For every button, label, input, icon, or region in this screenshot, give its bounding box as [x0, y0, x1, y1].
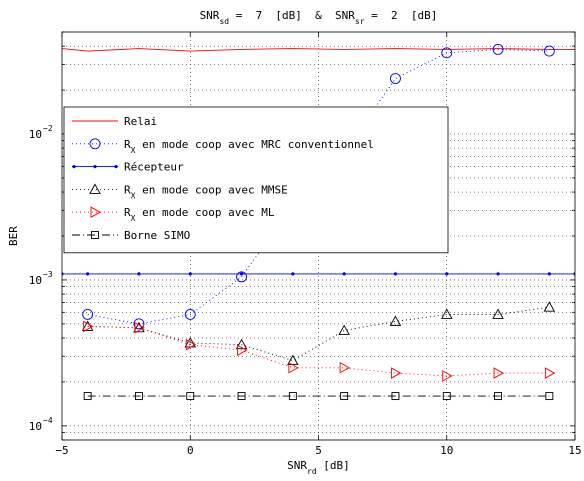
series-recepteur-point	[547, 272, 551, 276]
legend-label: Borne SIMO	[124, 229, 190, 242]
series-relai-line	[62, 48, 575, 52]
series-recepteur-point	[496, 272, 500, 276]
series-ml-point	[83, 320, 94, 333]
legend-item-recepteur: Récepteur	[72, 161, 184, 174]
y-tick-labels: 10−410−310−2	[29, 124, 53, 433]
series-simo-point	[134, 392, 143, 401]
legend-marker	[91, 231, 99, 239]
series-simo-point	[288, 392, 297, 401]
legend-marker	[72, 165, 76, 169]
series-mmse-point	[492, 308, 504, 319]
series-mrc-point	[133, 318, 145, 330]
legend-label: RX en mode coop avec MRC conventionnel	[124, 138, 374, 155]
x-tick-labels: −5 0 5 10 15	[55, 444, 581, 457]
y-tick-label-exponent: −3	[43, 270, 53, 279]
x-tick-label: −5	[55, 444, 68, 457]
y-tick-label-exponent: −4	[43, 416, 53, 425]
series-ml-point	[134, 322, 145, 334]
series-recepteur-point	[239, 272, 244, 276]
series-ml-point	[288, 362, 299, 374]
series-recepteur-point	[445, 272, 449, 276]
series-ml-point	[544, 367, 556, 379]
x-tick-label: 10	[440, 444, 453, 457]
legend: Relai RX en mode coop avec MRC convention…	[63, 106, 449, 254]
series-mmse-point	[389, 315, 402, 326]
series-mrc-point	[236, 271, 248, 283]
series-ml	[83, 320, 556, 382]
series-simo-point	[391, 392, 400, 401]
legend-item-relai: Relai	[72, 115, 157, 128]
series-recepteur-point	[342, 272, 346, 276]
series-simo-point	[340, 392, 349, 401]
series-relai	[62, 48, 575, 52]
series-ml-point	[493, 367, 504, 379]
series-recepteur-point	[291, 272, 295, 276]
series-simo-point	[237, 392, 246, 401]
series-mmse-point	[133, 321, 145, 333]
legend-label: Relai	[124, 115, 157, 128]
series-recepteur-point	[137, 272, 141, 276]
legend-label: Récepteur	[124, 161, 184, 174]
series-mrc-point	[441, 47, 453, 59]
x-tick-label: 5	[315, 444, 322, 457]
series-ml-point	[185, 338, 197, 351]
series-recepteur	[62, 272, 575, 276]
legend-item-mmse: RX en mode coop avec MMSE	[72, 183, 288, 200]
series-mrc-point	[390, 73, 401, 84]
series-simo-point	[545, 392, 554, 401]
series-mmse-point	[543, 301, 556, 312]
legend-box	[63, 106, 449, 254]
series-recepteur-point	[86, 272, 90, 276]
series-mmse-point	[235, 338, 248, 350]
series-simo-point	[186, 392, 195, 401]
y-tick-label: 10	[29, 274, 42, 287]
series-simo	[83, 392, 554, 401]
series-mmse-point	[338, 324, 350, 335]
legend-marker	[114, 165, 118, 169]
y-tick-label: 10	[29, 128, 42, 141]
legend-label: RX en mode coop avec MMSE	[124, 183, 288, 200]
series-mrc-point	[492, 43, 504, 55]
series-ml-point	[339, 362, 351, 374]
series-ml-line	[87, 325, 550, 377]
y-tick-label-exponent: −2	[43, 124, 53, 133]
series-recepteur-point	[188, 272, 192, 276]
x-tick-label: 15	[568, 444, 581, 457]
legend-marker	[89, 138, 101, 150]
series-mmse-point	[440, 308, 453, 319]
series-simo-point	[83, 392, 92, 401]
series-simo-point	[442, 392, 451, 401]
x-tick-label: 0	[187, 444, 194, 457]
y-tick-label: 10	[29, 420, 42, 433]
series-simo-point	[494, 392, 502, 401]
legend-marker	[89, 183, 101, 194]
x-axis-label: SNRrd [dB]	[287, 459, 350, 476]
series-ml-point	[237, 344, 248, 356]
chart-title: SNRsd = 7 [dB] & SNRsr = 2 [dB]	[200, 9, 438, 26]
legend-label: RX en mode coop avec ML	[124, 206, 275, 223]
series-mrc-point	[82, 309, 94, 320]
series-mrc-point	[543, 45, 555, 57]
legend-marker	[90, 206, 101, 218]
series-recepteur-point	[393, 272, 398, 276]
series-ml-point	[391, 367, 402, 379]
legend-marker	[93, 165, 97, 169]
series-mrc-point	[184, 309, 196, 320]
series-ml-point	[442, 370, 453, 382]
series-mmse-point	[81, 320, 94, 331]
legend-item-ml: RX en mode coop avec ML	[72, 206, 275, 223]
y-axis-label: BER	[7, 226, 20, 246]
legend-item-mrc: RX en mode coop avec MRC conventionnel	[72, 138, 374, 155]
legend-item-simo: Borne SIMO	[72, 229, 190, 242]
